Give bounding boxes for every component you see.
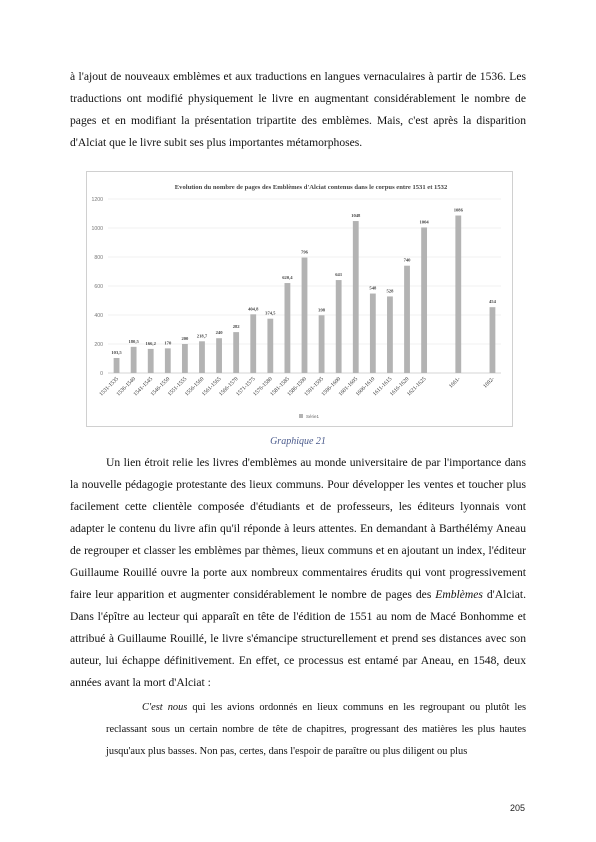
bar [335, 280, 342, 373]
bar [421, 227, 428, 373]
bar [387, 296, 393, 373]
bar-data-label: 282 [233, 324, 241, 329]
y-tick-label: 1000 [91, 226, 103, 232]
block-quote: C'est nous qui les avions ordonnés en li… [106, 697, 526, 763]
bar-data-label: 170 [164, 340, 172, 345]
bar [250, 314, 257, 373]
bar [284, 283, 291, 373]
pages-evolution-chart: Evolution du nombre de pages des Emblème… [86, 171, 513, 427]
bar-data-label: 796 [301, 250, 309, 255]
body-text-1: Un lien étroit relie les livres d'emblèm… [70, 456, 526, 601]
bar-data-label: 641 [335, 272, 343, 277]
chart-title: Evolution du nombre de pages des Emblème… [175, 184, 448, 191]
bar [181, 344, 188, 373]
chart-gridlines [108, 198, 501, 374]
body-paragraph: Un lien étroit relie les livres d'emblèm… [70, 452, 526, 694]
bar [301, 257, 308, 373]
bar-data-label: 528 [386, 288, 394, 293]
bar-data-label: 620,4 [282, 275, 293, 280]
bar-data-label: 180,5 [128, 339, 139, 344]
bar [233, 332, 240, 373]
intro-paragraph: à l'ajout de nouveaux emblèmes et aux tr… [70, 70, 526, 149]
chart-bars [113, 215, 496, 373]
figure-caption: Graphique 21 [270, 436, 326, 447]
bar [318, 315, 325, 373]
chart-data-labels: 103,5 180,5 166,2 170 200 218,7 240 282 404,8 374… [111, 208, 496, 355]
bar [455, 215, 462, 373]
bar [267, 318, 274, 373]
bar-data-label: 1086 [454, 208, 464, 213]
y-tick-label: 0 [100, 371, 103, 377]
bar-data-label: 404,8 [248, 306, 259, 311]
quote-italic: C'est nous [142, 702, 188, 713]
bar [352, 221, 359, 373]
bar-data-label: 740 [404, 258, 412, 263]
bar [147, 348, 154, 373]
bar-data-label: 240 [216, 330, 224, 335]
bar [199, 341, 205, 373]
bar-data-label: 398 [318, 307, 326, 312]
bar [404, 265, 410, 373]
bar-data-label: 548 [369, 286, 377, 291]
bar [216, 338, 222, 373]
bar [130, 346, 137, 373]
bar-data-label: 166,2 [146, 341, 157, 346]
bar [113, 357, 120, 373]
bar-data-label: 374,5 [265, 311, 276, 316]
bar [489, 307, 496, 373]
legend-swatch [299, 414, 303, 418]
legend-label: Série1 [306, 414, 320, 419]
chart-legend: Série1 [299, 414, 320, 419]
bar-data-label: 1004 [420, 219, 430, 224]
y-tick-label: 200 [94, 342, 103, 348]
y-tick-label: 800 [94, 255, 103, 261]
bar [369, 293, 376, 373]
y-axis-ticks: 0 200 400 600 800 1000 1200 [91, 197, 103, 377]
y-tick-label: 600 [94, 284, 103, 290]
bar-data-label: 1048 [351, 213, 361, 218]
page-number: 205 [509, 803, 525, 813]
bar-data-label: 218,7 [197, 333, 208, 338]
bar-data-label: 454 [489, 299, 497, 304]
y-tick-label: 400 [94, 313, 103, 319]
quote-text: qui les avions ordonnés en lieux communs… [106, 702, 526, 757]
bar [164, 348, 171, 373]
bar-data-label: 200 [181, 336, 189, 341]
body-text-2: d'Alciat. Dans l'épître au lecteur qui a… [70, 588, 526, 689]
y-tick-label: 1200 [91, 197, 103, 203]
body-italic-title: Emblèmes [435, 588, 483, 601]
bar-data-label: 103,5 [111, 350, 122, 355]
